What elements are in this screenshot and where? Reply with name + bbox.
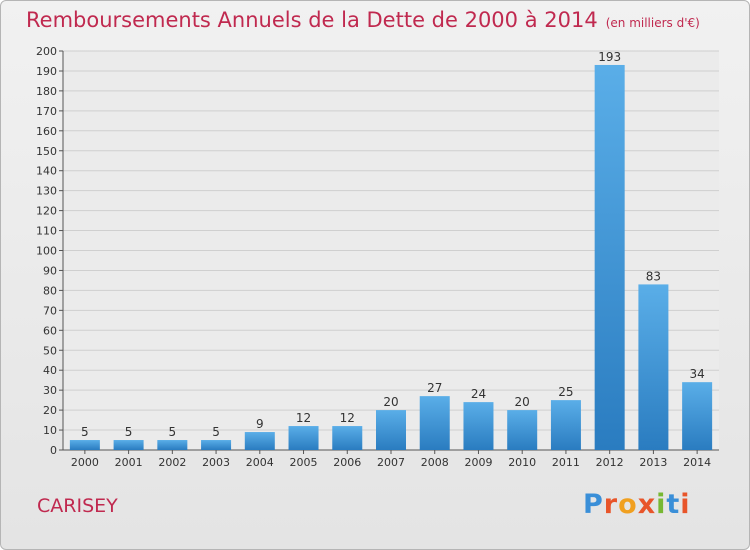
bar-value-label: 5 [212, 425, 220, 439]
bar-value-label: 25 [558, 385, 573, 399]
x-tick-label: 2000 [71, 456, 99, 469]
bar [332, 426, 363, 450]
y-tick-label: 40 [43, 364, 57, 377]
x-tick-label: 2007 [377, 456, 405, 469]
x-tick-label: 2003 [202, 456, 230, 469]
bar-value-label: 24 [471, 387, 486, 401]
bar [113, 440, 144, 450]
bar-value-label: 20 [515, 395, 530, 409]
title-text: Remboursements Annuels de la Dette de 20… [26, 8, 598, 32]
logo-letter: i [680, 489, 691, 520]
x-tick-label: 2011 [552, 456, 580, 469]
y-tick-label: 150 [36, 145, 57, 158]
bar [507, 410, 538, 450]
bar [288, 426, 319, 450]
bar [201, 440, 232, 450]
bar-value-label: 34 [689, 367, 704, 381]
y-tick-label: 80 [43, 284, 57, 297]
logo-letter: i [656, 489, 667, 520]
y-tick-label: 110 [36, 225, 57, 238]
bar-value-label: 9 [256, 417, 264, 431]
bar [638, 284, 669, 450]
x-tick-label: 2012 [596, 456, 624, 469]
y-tick-label: 130 [36, 185, 57, 198]
bar-value-label: 5 [81, 425, 89, 439]
bar [682, 382, 713, 450]
bar [463, 402, 494, 450]
logo-letter: o [618, 489, 638, 520]
x-tick-label: 2006 [333, 456, 361, 469]
bar [419, 396, 450, 450]
bar [244, 432, 275, 450]
y-tick-label: 190 [36, 65, 57, 78]
x-tick-label: 2001 [115, 456, 143, 469]
x-tick-label: 2004 [246, 456, 274, 469]
bar-value-label: 83 [646, 269, 661, 283]
x-tick-label: 2008 [421, 456, 449, 469]
logo-letter: t [666, 489, 681, 520]
x-tick-label: 2010 [508, 456, 536, 469]
logo-letter: P [583, 489, 604, 520]
y-tick-label: 50 [43, 344, 57, 357]
y-tick-label: 170 [36, 105, 57, 118]
bar [376, 410, 406, 450]
bars: 5 5 5 5 9 12 12 20 27 24 20 25 193 83 34 [69, 50, 713, 450]
y-tick-label: 60 [43, 324, 57, 337]
y-tick-label: 10 [43, 424, 57, 437]
bar-value-label: 193 [598, 50, 621, 64]
bar-value-label: 20 [383, 395, 398, 409]
bar-value-label: 12 [340, 411, 355, 425]
y-tick-label: 200 [36, 45, 57, 58]
title-unit: (en milliers d'€) [605, 16, 700, 30]
y-tick-label: 140 [36, 165, 57, 178]
bar-value-label: 12 [296, 411, 311, 425]
y-tick-label: 90 [43, 264, 57, 277]
y-tick-label: 160 [36, 125, 57, 138]
y-axis: 0 10 20 30 40 50 60 70 80 90 100 110 120 130 140 150 160… [36, 45, 63, 457]
x-tick-label: 2002 [158, 456, 186, 469]
y-tick-label: 180 [36, 85, 57, 98]
logo-letter: r [603, 489, 619, 520]
x-axis: 2000 2001 2002 2003 2004 2005 2006 2007 2008 2009… [71, 450, 711, 469]
y-tick-label: 0 [50, 444, 57, 457]
bar [550, 400, 581, 450]
x-tick-label: 2013 [639, 456, 667, 469]
bar-value-label: 5 [125, 425, 133, 439]
y-tick-label: 30 [43, 384, 57, 397]
x-tick-label: 2014 [683, 456, 711, 469]
x-tick-label: 2005 [290, 456, 318, 469]
y-tick-label: 100 [36, 245, 57, 258]
bar-value-label: 5 [169, 425, 177, 439]
place-name: CARISEY [37, 495, 118, 517]
y-tick-label: 20 [43, 404, 57, 417]
bar [157, 440, 188, 450]
y-tick-label: 70 [43, 304, 57, 317]
logo-letter: x [637, 489, 657, 520]
bar-value-label: 27 [427, 381, 442, 395]
proxiti-logo: Proxiti [583, 489, 691, 520]
y-tick-label: 120 [36, 205, 57, 218]
bar [69, 440, 100, 450]
bar [594, 64, 625, 450]
x-tick-label: 2009 [464, 456, 492, 469]
chart-title: Remboursements Annuels de la Dette de 20… [26, 8, 700, 32]
